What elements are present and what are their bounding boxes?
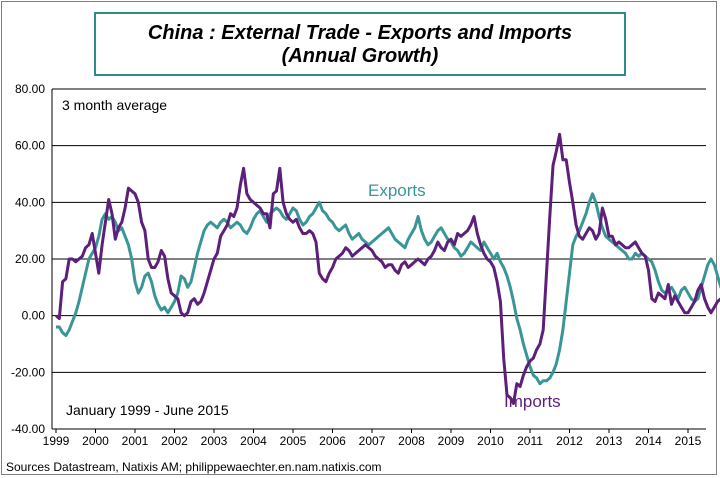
source-note: Sources Datastream, Natixis AM; philippe… xyxy=(6,460,382,474)
x-tick-label: 2005 xyxy=(280,434,307,448)
chart-title: China : External Trade - Exports and Imp… xyxy=(147,22,573,44)
y-tick-label: 60.00 xyxy=(15,139,45,153)
x-tick-label: 2014 xyxy=(635,434,662,448)
series-line-exports xyxy=(56,192,720,386)
series-line-imports xyxy=(55,132,720,405)
x-axis-tick-labels: 1999 2000 2001 2002 2003 2004 2005 2006 2007 2008… xyxy=(43,429,702,448)
x-tick-label: 2010 xyxy=(477,434,504,448)
x-tick-label: 2011 xyxy=(517,434,543,448)
x-tick-label: 2009 xyxy=(438,434,465,448)
y-tick-label: 80.00 xyxy=(15,82,45,96)
x-tick-label: 2000 xyxy=(82,434,109,448)
y-tick-label: 40.00 xyxy=(15,195,45,209)
y-tick-label: -40.00 xyxy=(11,422,45,436)
x-tick-label: 2004 xyxy=(240,434,267,448)
x-tick-label: 2013 xyxy=(596,434,623,448)
chart-note-3-month-average: 3 month average xyxy=(62,97,167,113)
x-tick-label: 1999 xyxy=(43,434,70,448)
x-tick-label: 2002 xyxy=(161,434,188,448)
series-label-exports: Exports xyxy=(368,181,426,200)
series-label-imports: Imports xyxy=(504,392,561,411)
series-lines xyxy=(55,132,720,405)
x-tick-label: 2006 xyxy=(319,434,346,448)
x-tick-label: 2007 xyxy=(359,434,386,448)
y-tick-label: -20.00 xyxy=(11,365,45,379)
x-tick-label: 2015 xyxy=(675,434,702,448)
x-tick-label: 2001 xyxy=(122,434,149,448)
x-tick-label: 2003 xyxy=(201,434,228,448)
x-tick-label: 2012 xyxy=(556,434,583,448)
x-tick-label: 2008 xyxy=(398,434,425,448)
gridlines xyxy=(51,88,706,430)
y-axis-tick-labels: 80.00 60.00 40.00 20.00 0.00 -20.00 -40.00 xyxy=(11,82,45,436)
chart-subtitle-growth: (Annual Growth) xyxy=(281,45,439,67)
y-tick-label: 0.00 xyxy=(22,309,46,323)
chart-title-box: China : External Trade - Exports and Imp… xyxy=(94,12,626,76)
chart-note-period: January 1999 - June 2015 xyxy=(66,402,229,418)
y-tick-label: 20.00 xyxy=(15,252,45,266)
